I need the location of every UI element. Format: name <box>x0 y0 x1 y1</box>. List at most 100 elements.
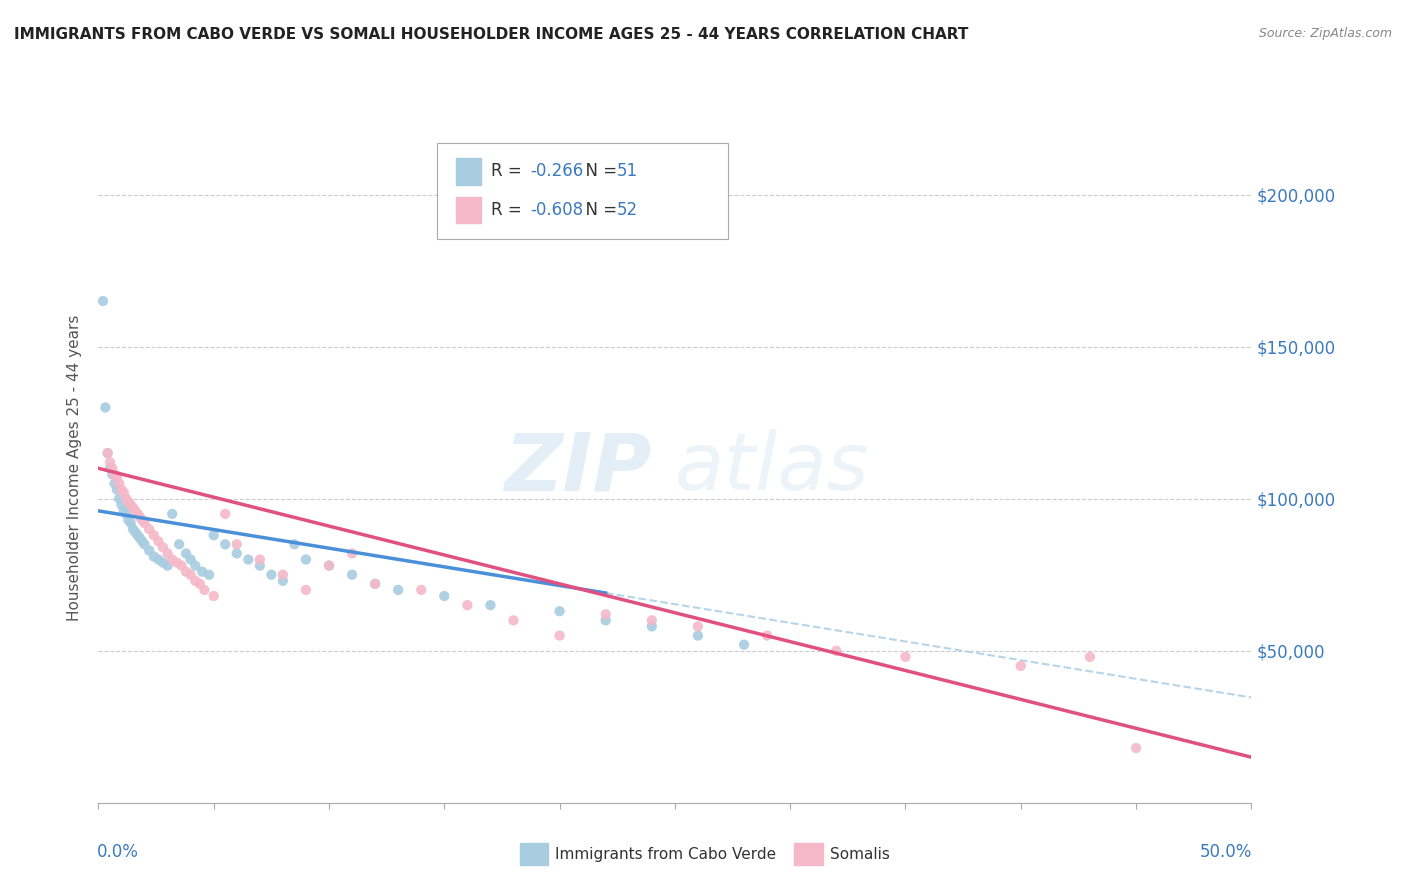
Point <box>129 531 152 545</box>
Text: -0.608: -0.608 <box>530 201 583 219</box>
Point <box>411 582 433 597</box>
Point <box>260 567 283 582</box>
Point <box>198 567 221 582</box>
Point <box>825 644 848 658</box>
Text: Somalis: Somalis <box>830 847 890 862</box>
Point <box>295 552 318 566</box>
Point <box>94 401 117 415</box>
Point <box>131 513 153 527</box>
Point <box>134 516 156 530</box>
Point <box>1125 741 1147 756</box>
Text: atlas: atlas <box>675 429 870 508</box>
Point <box>295 582 318 597</box>
Point <box>340 546 363 560</box>
Point <box>733 638 755 652</box>
Point <box>98 455 121 469</box>
Point <box>548 604 571 618</box>
Point <box>152 556 174 570</box>
Point <box>249 552 271 566</box>
Point <box>112 504 135 518</box>
Point <box>318 558 340 573</box>
Text: Source: ZipAtlas.com: Source: ZipAtlas.com <box>1258 27 1392 40</box>
Point <box>502 613 524 627</box>
Point <box>595 607 617 622</box>
Point <box>131 534 153 549</box>
Point <box>225 537 247 551</box>
Point <box>641 613 664 627</box>
Point <box>214 537 236 551</box>
Point <box>202 589 225 603</box>
Text: N =: N = <box>575 201 623 219</box>
Point <box>174 546 197 560</box>
Point <box>174 565 197 579</box>
Point <box>138 522 160 536</box>
Point <box>433 589 456 603</box>
Point <box>101 461 124 475</box>
Point <box>364 577 387 591</box>
Point <box>238 552 260 566</box>
Point <box>156 558 179 573</box>
Point <box>129 510 152 524</box>
Point <box>686 619 709 633</box>
Text: N =: N = <box>575 162 623 180</box>
Text: IMMIGRANTS FROM CABO VERDE VS SOMALI HOUSEHOLDER INCOME AGES 25 - 44 YEARS CORRE: IMMIGRANTS FROM CABO VERDE VS SOMALI HOU… <box>14 27 969 42</box>
Point <box>193 582 215 597</box>
Point <box>271 567 294 582</box>
Point <box>340 567 363 582</box>
Point <box>170 558 193 573</box>
Point <box>105 483 128 497</box>
Point <box>214 507 236 521</box>
Text: R =: R = <box>491 201 527 219</box>
Point <box>115 507 138 521</box>
Point <box>271 574 294 588</box>
Point <box>756 628 779 642</box>
Point <box>110 483 132 497</box>
Point <box>138 543 160 558</box>
Point <box>479 598 502 612</box>
Point <box>122 500 145 515</box>
Point <box>191 565 214 579</box>
Point <box>595 613 617 627</box>
Text: ZIP: ZIP <box>505 429 652 508</box>
Point <box>97 446 120 460</box>
Point <box>156 546 179 560</box>
Point <box>134 537 156 551</box>
Point <box>1078 649 1101 664</box>
Text: R =: R = <box>491 162 527 180</box>
Point <box>103 476 125 491</box>
Point <box>142 528 165 542</box>
Point <box>101 467 124 482</box>
Point <box>120 516 142 530</box>
Point <box>112 485 135 500</box>
Point <box>124 504 146 518</box>
Point <box>387 582 409 597</box>
Point <box>148 552 170 566</box>
Point <box>188 577 211 591</box>
Point <box>108 491 131 506</box>
Text: 52: 52 <box>617 201 638 219</box>
Point <box>110 498 132 512</box>
Point <box>283 537 305 551</box>
Point <box>120 498 142 512</box>
Point <box>160 552 183 566</box>
Text: -0.266: -0.266 <box>530 162 583 180</box>
Y-axis label: Householder Income Ages 25 - 44 years: Householder Income Ages 25 - 44 years <box>67 315 83 622</box>
Point <box>97 446 120 460</box>
Point <box>180 552 202 566</box>
Point <box>117 513 139 527</box>
Text: Immigrants from Cabo Verde: Immigrants from Cabo Verde <box>555 847 776 862</box>
Point <box>184 574 207 588</box>
Point <box>91 294 114 309</box>
Point <box>249 558 271 573</box>
Point <box>202 528 225 542</box>
Point <box>548 628 571 642</box>
Point <box>124 525 146 540</box>
Point <box>142 549 165 564</box>
Text: 50.0%: 50.0% <box>1201 843 1253 861</box>
Point <box>127 507 149 521</box>
Text: 51: 51 <box>617 162 638 180</box>
Point <box>1010 659 1032 673</box>
Point <box>456 598 478 612</box>
Point <box>166 556 188 570</box>
Point <box>105 470 128 484</box>
